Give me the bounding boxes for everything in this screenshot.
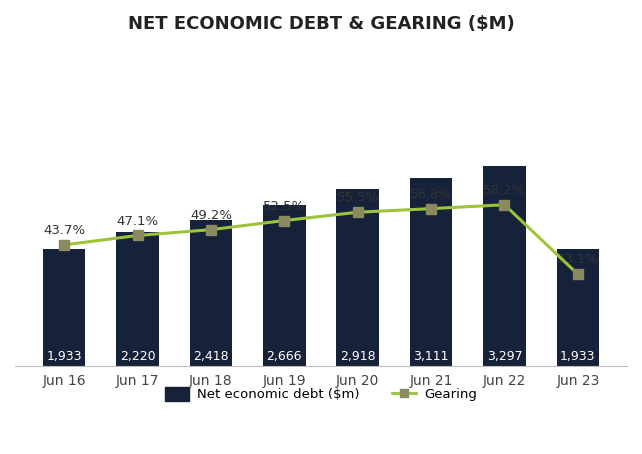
Bar [189, 220, 232, 366]
Title: NET ECONOMIC DEBT & GEARING ($M): NET ECONOMIC DEBT & GEARING ($M) [128, 15, 514, 33]
Bar [483, 166, 526, 366]
Bar [263, 205, 306, 366]
Text: 55.5%: 55.5% [336, 191, 379, 204]
Bar [116, 232, 159, 366]
Text: 47.1%: 47.1% [116, 215, 159, 227]
Text: 58.2%: 58.2% [483, 184, 526, 197]
Bar [336, 189, 379, 366]
Text: 52.5%: 52.5% [263, 200, 306, 212]
Legend: Net economic debt ($m), Gearing: Net economic debt ($m), Gearing [160, 382, 482, 406]
Text: 43.7%: 43.7% [43, 224, 85, 237]
Text: 2,918: 2,918 [340, 350, 376, 363]
Bar [410, 178, 453, 366]
Bar [43, 249, 85, 366]
Text: 49.2%: 49.2% [190, 209, 232, 222]
Text: 33.1%: 33.1% [557, 253, 599, 266]
Text: 3,297: 3,297 [487, 350, 523, 363]
Text: 1,933: 1,933 [46, 350, 82, 363]
Bar [557, 249, 599, 366]
Text: 2,666: 2,666 [266, 350, 302, 363]
Text: 1,933: 1,933 [560, 350, 596, 363]
Text: 3,111: 3,111 [413, 350, 449, 363]
Text: 2,418: 2,418 [193, 350, 229, 363]
Text: 2,220: 2,220 [119, 350, 155, 363]
Text: 56.8%: 56.8% [410, 188, 452, 201]
